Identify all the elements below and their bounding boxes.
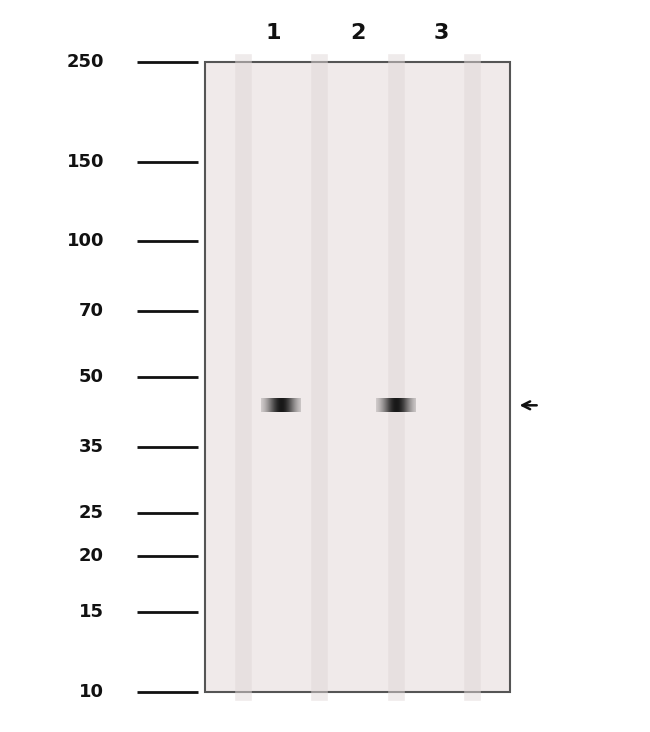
Bar bbox=[406, 398, 407, 412]
Bar bbox=[288, 398, 289, 412]
Bar bbox=[296, 398, 297, 412]
Bar bbox=[380, 398, 381, 412]
Bar bbox=[281, 398, 282, 412]
Bar bbox=[376, 398, 377, 412]
Bar bbox=[283, 398, 284, 412]
Text: 2: 2 bbox=[350, 23, 365, 43]
Bar bbox=[276, 398, 277, 412]
Bar bbox=[272, 398, 273, 412]
Bar bbox=[291, 398, 292, 412]
Bar bbox=[381, 398, 382, 412]
Text: 35: 35 bbox=[79, 438, 104, 456]
Text: 100: 100 bbox=[66, 233, 104, 250]
Bar bbox=[389, 398, 390, 412]
Bar bbox=[290, 398, 291, 412]
Bar bbox=[277, 398, 278, 412]
Bar bbox=[400, 398, 402, 412]
Bar bbox=[266, 398, 267, 412]
Bar bbox=[270, 398, 271, 412]
Bar bbox=[388, 398, 389, 412]
Text: 3: 3 bbox=[434, 23, 449, 43]
Bar bbox=[289, 398, 290, 412]
Bar bbox=[402, 398, 404, 412]
Text: 250: 250 bbox=[66, 53, 104, 71]
Text: 20: 20 bbox=[79, 548, 104, 565]
Bar bbox=[261, 398, 262, 412]
Bar bbox=[395, 398, 396, 412]
Bar bbox=[377, 398, 378, 412]
Bar bbox=[300, 398, 301, 412]
Bar bbox=[411, 398, 413, 412]
Bar bbox=[297, 398, 298, 412]
Bar bbox=[282, 398, 283, 412]
Bar bbox=[262, 398, 263, 412]
Bar bbox=[267, 398, 268, 412]
Bar bbox=[280, 398, 281, 412]
Bar bbox=[407, 398, 408, 412]
Bar bbox=[269, 398, 270, 412]
Bar bbox=[299, 398, 300, 412]
Text: 70: 70 bbox=[79, 302, 104, 320]
Bar bbox=[298, 398, 299, 412]
Text: 15: 15 bbox=[79, 603, 104, 621]
Bar bbox=[274, 398, 275, 412]
Bar bbox=[295, 398, 296, 412]
Bar bbox=[205, 62, 510, 692]
Bar bbox=[394, 398, 395, 412]
Bar bbox=[410, 398, 411, 412]
Bar bbox=[390, 398, 391, 412]
Bar bbox=[294, 398, 295, 412]
Bar bbox=[268, 398, 269, 412]
Bar bbox=[287, 398, 288, 412]
Bar bbox=[382, 398, 383, 412]
Bar bbox=[379, 398, 380, 412]
Bar bbox=[409, 398, 410, 412]
Bar bbox=[404, 398, 406, 412]
Bar bbox=[378, 398, 379, 412]
Bar bbox=[393, 398, 394, 412]
Bar bbox=[265, 398, 266, 412]
Text: 150: 150 bbox=[66, 153, 104, 171]
Text: 50: 50 bbox=[79, 368, 104, 386]
Bar bbox=[263, 398, 265, 412]
Bar bbox=[284, 398, 285, 412]
Bar bbox=[387, 398, 388, 412]
Text: 10: 10 bbox=[79, 683, 104, 701]
Text: 25: 25 bbox=[79, 504, 104, 521]
Bar bbox=[292, 398, 293, 412]
Bar bbox=[385, 398, 387, 412]
Bar bbox=[408, 398, 409, 412]
Bar bbox=[413, 398, 415, 412]
Bar bbox=[398, 398, 400, 412]
Bar bbox=[275, 398, 276, 412]
Bar bbox=[293, 398, 294, 412]
Bar bbox=[271, 398, 272, 412]
Bar bbox=[392, 398, 393, 412]
Bar bbox=[391, 398, 392, 412]
Bar bbox=[285, 398, 286, 412]
Bar bbox=[286, 398, 287, 412]
Bar bbox=[278, 398, 279, 412]
Bar bbox=[279, 398, 280, 412]
Text: 1: 1 bbox=[266, 23, 281, 43]
Bar bbox=[273, 398, 274, 412]
Bar bbox=[384, 398, 385, 412]
Bar bbox=[396, 398, 398, 412]
